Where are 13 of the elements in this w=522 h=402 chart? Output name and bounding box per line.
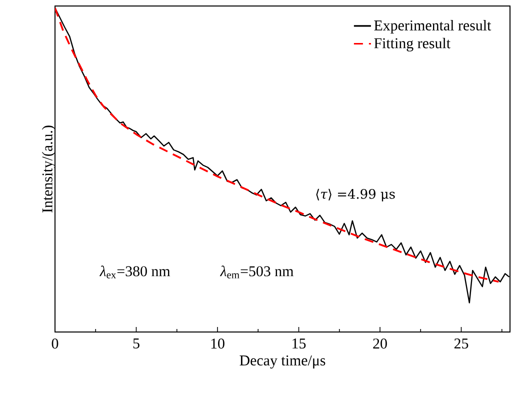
annotation: λ$_{ex}$=380 nm — [99, 266, 170, 278]
x-tick-label: 20 — [373, 338, 387, 349]
x-axis-title: Decay time/μs — [240, 355, 326, 369]
legend-label: Fitting result — [374, 38, 450, 52]
x-tick-label: 10 — [211, 338, 224, 349]
legend-label: Experimental result — [374, 20, 492, 34]
x-tick-label: 15 — [292, 338, 306, 349]
x-tick-label: 25 — [454, 338, 468, 349]
x-tick-label: 5 — [133, 338, 140, 348]
annotation: λ$_{em}$=503 nm — [220, 266, 294, 278]
annotation: ⟨τ⟩ =4.99 μs — [316, 188, 395, 202]
y-axis-title: Intensity/(a.u.) — [42, 126, 56, 212]
x-tick-label: 0 — [52, 338, 58, 349]
